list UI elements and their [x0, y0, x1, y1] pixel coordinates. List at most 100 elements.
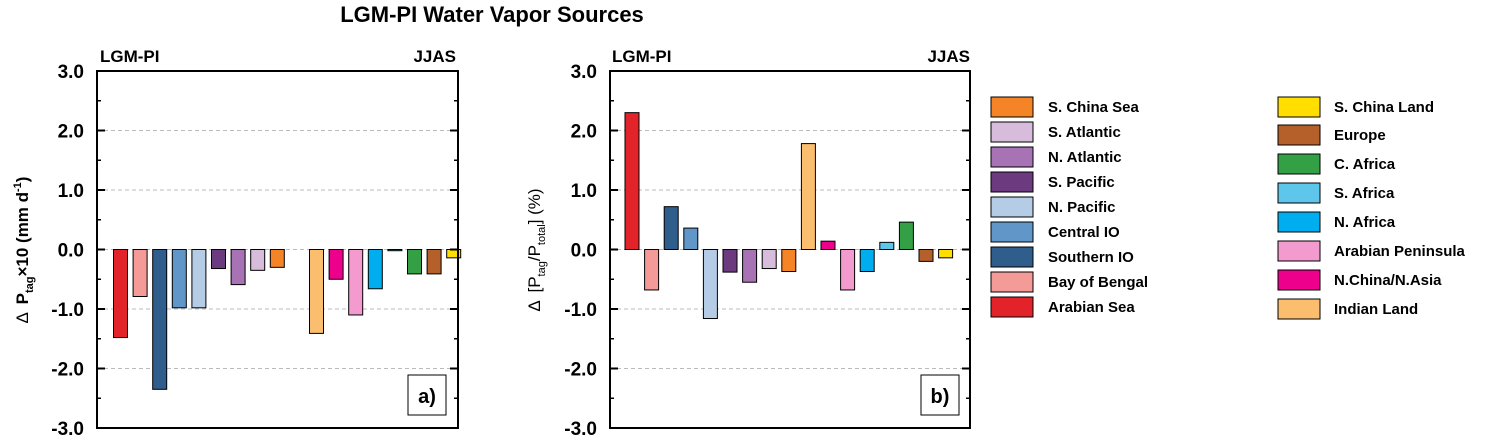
panel-a-bar-s-africa: [387, 249, 403, 252]
legend-label-southern-io: Southern IO: [1048, 249, 1134, 266]
panel-a-bar-n-china-n-asia: [328, 249, 344, 280]
legend-item-bay-of-bengal: Bay of Bengal: [990, 271, 1148, 293]
legend-item-n-pacific: N. Pacific: [990, 196, 1116, 218]
panel-b-label: b): [931, 386, 950, 408]
panel-a-ytick-label: 1.0: [58, 181, 84, 202]
legend-label-arabian-peninsula: Arabian Peninsula: [1334, 243, 1466, 260]
legend-item-c-africa: C. Africa: [1277, 153, 1396, 175]
legend-item-s-china-sea: S. China Sea: [990, 96, 1140, 118]
legend-item-n-africa: N. Africa: [1277, 211, 1396, 233]
panel-a-bar-s-china-sea: [269, 249, 285, 268]
legend-swatch-arabian-peninsula: [1277, 240, 1321, 262]
panel-b-ylabel-mid: /P: [525, 245, 544, 261]
legend-label-europe: Europe: [1334, 127, 1386, 144]
panel-b-ylabel-sub: tag: [536, 261, 548, 276]
panel-b-bar-n-africa: [859, 249, 875, 273]
panel-a-bar-central-io: [171, 249, 187, 309]
panel-a-bar-n-pacific: [191, 249, 207, 309]
panel-a-ytick-label: -3.0: [51, 419, 84, 438]
panel-a-ytick-label: 3.0: [58, 62, 84, 83]
legend-swatch-n-africa: [1277, 211, 1321, 233]
panel-a-bar-s-pacific: [211, 249, 226, 270]
panel-b-bar-bay-of-bengal: [644, 249, 660, 291]
panel-b-ytick-label: -3.0: [564, 419, 597, 438]
legend-label-n-atlantic: N. Atlantic: [1048, 149, 1122, 166]
legend-item-n-atlantic: N. Atlantic: [990, 146, 1122, 168]
legend-item-indian-land: Indian Land: [1277, 298, 1418, 320]
legend-item-arabian-sea: Arabian Sea: [990, 296, 1135, 318]
legend-swatch-central-io: [990, 221, 1034, 243]
panel-b-ylabel-open: [P: [525, 276, 544, 292]
panel-b-ylabel-sub2: total: [536, 224, 548, 245]
panel-b-bar-indian-land: [800, 143, 816, 250]
panel-a-label-box: [407, 374, 447, 416]
panel-b-bar-n-china-n-asia: [820, 240, 836, 250]
panel-b-ytick-label: 2.0: [571, 122, 597, 143]
legend-col2: S. China Land Europe C. Africa S. Africa…: [1277, 96, 1466, 320]
panel-b-ylabel-rest: ] (%): [525, 188, 544, 224]
panel-a-ylabel-sub: tag: [24, 277, 36, 294]
legend-label-s-atlantic: S. Atlantic: [1048, 124, 1121, 141]
panel-b-bar-c-africa: [898, 221, 914, 251]
panel-a-header-left: LGM-PI: [100, 47, 160, 66]
panel-b-bar-arabian-peninsula: [840, 249, 856, 291]
legend-label-n-africa: N. Africa: [1334, 214, 1396, 231]
panel-b-ylabel: Δ [Ptag/Ptotal] (%): [525, 188, 548, 311]
panel-b-bar-europe: [918, 249, 934, 262]
panel-b: -3.0 -2.0 -1.0 0.0 1.0 2.0 3.0 LGM-PI JJAS Δ […: [525, 47, 971, 438]
panel-a-bar-n-atlantic: [230, 249, 246, 286]
legend-item-s-pacific: S. Pacific: [990, 171, 1115, 193]
panel-b-bar-s-africa: [879, 241, 895, 251]
panel-a-bar-europe: [426, 249, 442, 275]
panel-b-ytick-label: 3.0: [571, 62, 597, 83]
panel-b-ylabel-delta: Δ: [525, 300, 544, 311]
panel-a-bar-n-africa: [367, 249, 383, 290]
legend-label-c-africa: C. Africa: [1334, 156, 1396, 173]
panel-b-bar-s-china-sea: [781, 249, 797, 273]
panel-b-bar-s-pacific: [722, 249, 738, 273]
panel-a-bar-indian-land: [309, 249, 324, 334]
panel-b-bar-s-china-land: [938, 249, 954, 259]
panel-b-plot-area: -3.0 -2.0 -1.0 0.0 1.0 2.0 3.0: [564, 62, 971, 438]
panel-b-ytick-label: -2.0: [564, 360, 597, 381]
panel-b-bar-s-atlantic: [761, 249, 777, 270]
panel-a-ylabel-sup: -1: [12, 182, 24, 192]
panel-a-bar-arabian-peninsula: [348, 249, 364, 316]
panel-a-ytick-label: -1.0: [51, 300, 84, 321]
legend-label-indian-land: Indian Land: [1334, 301, 1418, 318]
legend-label-s-africa: S. Africa: [1334, 185, 1395, 202]
svg-text:Δ Ptag×10 (mm d-1): Δ Ptag×10 (mm d-1): [12, 177, 36, 324]
panel-a-ylabel: Δ Ptag×10 (mm d-1): [12, 177, 36, 324]
legend-item-s-africa: S. Africa: [1277, 182, 1395, 204]
panel-a-bar-bay-of-bengal: [132, 249, 148, 298]
legend-swatch-bay-of-bengal: [990, 271, 1034, 293]
legend-swatch-n-china-n-asia: [1277, 269, 1321, 291]
panel-a-ylabel-delta: Δ: [13, 312, 32, 323]
panel-b-bar-central-io: [683, 227, 699, 251]
panel-b-bar-southern-io: [663, 206, 679, 251]
legend-swatch-n-atlantic: [990, 146, 1034, 168]
panel-b-ytick-label: -1.0: [564, 300, 597, 321]
panel-a-bar-arabian-sea: [113, 249, 128, 339]
legend-swatch-s-china-land: [1277, 96, 1321, 118]
legend-swatch-s-atlantic: [990, 121, 1034, 143]
legend-swatch-s-china-sea: [990, 96, 1034, 118]
panel-a-ylabel-p: P: [13, 293, 32, 304]
legend-label-s-china-sea: S. China Sea: [1048, 99, 1140, 116]
panel-b-ytick-label: 1.0: [571, 181, 597, 202]
legend-swatch-s-africa: [1277, 182, 1321, 204]
panel-a-bar-southern-io: [152, 249, 168, 390]
legend-col1: S. China Sea S. Atlantic N. Atlantic S. …: [990, 96, 1148, 318]
legend-label-central-io: Central IO: [1048, 224, 1120, 241]
panel-a: -3.0 -2.0 -1.0 0.0 1.0 2.0 3.0 LGM-PI JJAS Δ P…: [12, 47, 462, 438]
legend-swatch-indian-land: [1277, 298, 1321, 320]
panel-a-ylabel-close: ): [13, 177, 32, 183]
panel-a-label: a): [418, 386, 436, 408]
legend-item-n-china-n-asia: N.China/N.Asia: [1277, 269, 1442, 291]
legend-label-bay-of-bengal: Bay of Bengal: [1048, 274, 1148, 291]
legend: S. China Sea S. Atlantic N. Atlantic S. …: [990, 96, 1466, 320]
legend-item-arabian-peninsula: Arabian Peninsula: [1277, 240, 1466, 262]
figure-title: LGM-PI Water Vapor Sources: [340, 2, 644, 27]
legend-label-arabian-sea: Arabian Sea: [1048, 299, 1135, 316]
